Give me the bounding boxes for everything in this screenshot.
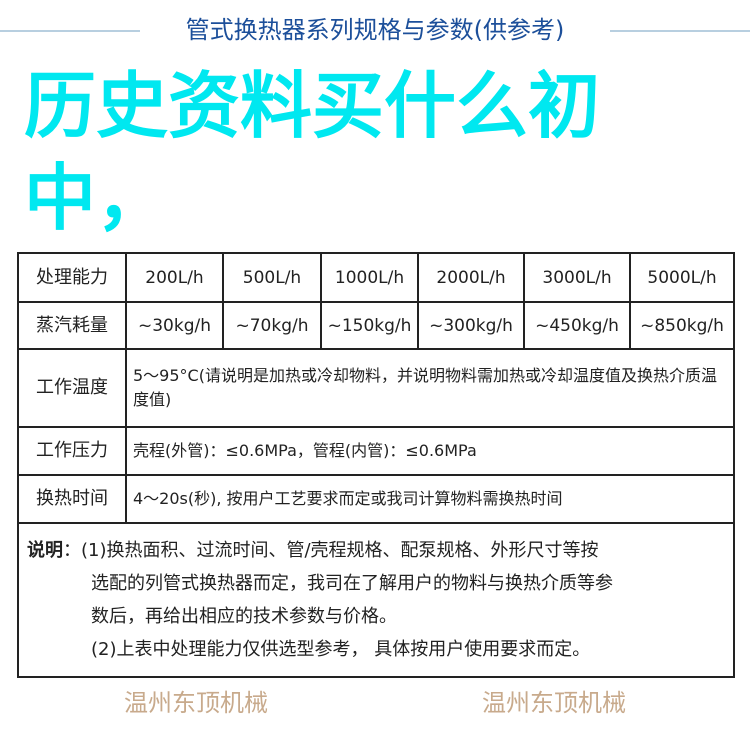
cell: 2000L/h <box>417 252 525 303</box>
table-row: 工作温度 5～95°C(请说明是加热或冷却物料，并说明物料需加热或冷却温度值及换… <box>17 348 735 428</box>
cell: ~150kg/h <box>320 301 419 350</box>
notes-line: (2)上表中处理能力仅供选型参考， 具体按用户使用要求而定。 <box>91 639 591 660</box>
row-label: 蒸汽耗量 <box>17 301 127 350</box>
notes-line: 说明：(1)换热面积、过流时间、管/壳程规格、配泵规格、外形尺寸等按 <box>27 540 599 561</box>
cell: 5～95°C(请说明是加热或冷却物料，并说明物料需加热或冷却温度值及换热介质温度… <box>125 348 735 428</box>
notes-head: 说明 <box>27 540 63 561</box>
row-label: 处理能力 <box>17 252 127 303</box>
watermark-row: 温州东顶机械 温州东顶机械 <box>17 688 733 718</box>
cell: 壳程(外管)：≤0.6MPa，管程(内管)：≤0.6MPa <box>125 426 735 476</box>
notes: 说明：(1)换热面积、过流时间、管/壳程规格、配泵规格、外形尺寸等按 选配的列管… <box>17 522 735 678</box>
table-row: 蒸汽耗量 ~30kg/h ~70kg/h ~150kg/h ~300kg/h ~… <box>17 301 735 350</box>
cell: ~450kg/h <box>523 301 631 350</box>
overlay-caption: 历史资料买什么初中， <box>24 64 601 240</box>
page-title: 管式换热器系列规格与参数(供参考) <box>185 16 565 44</box>
cell: ~70kg/h <box>222 301 322 350</box>
spec-table: 处理能力 200L/h 500L/h 1000L/h 2000L/h 3000L… <box>17 252 735 678</box>
table-row: 换热时间 4～20s(秒), 按用户工艺要求而定或我司计算物料需换热时间 <box>17 474 735 524</box>
row-label: 换热时间 <box>17 474 127 524</box>
title-bar: 管式换热器系列规格与参数(供参考) <box>0 0 750 56</box>
cell: ~300kg/h <box>417 301 525 350</box>
title-rule-left <box>0 30 140 32</box>
watermark: 温州东顶机械 <box>124 689 268 717</box>
cell: 5000L/h <box>629 252 735 303</box>
cell: 200L/h <box>125 252 224 303</box>
table-row: 处理能力 200L/h 500L/h 1000L/h 2000L/h 3000L… <box>17 252 735 303</box>
watermark: 温州东顶机械 <box>482 689 626 717</box>
table-row: 工作压力 壳程(外管)：≤0.6MPa，管程(内管)：≤0.6MPa <box>17 426 735 476</box>
notes-row: 说明：(1)换热面积、过流时间、管/壳程规格、配泵规格、外形尺寸等按 选配的列管… <box>17 522 735 678</box>
notes-text: (1)换热面积、过流时间、管/壳程规格、配泵规格、外形尺寸等按 <box>81 540 599 561</box>
notes-line: 选配的列管式换热器而定，我司在了解用户的物料与换热介质等参 <box>91 573 613 594</box>
cell: ~30kg/h <box>125 301 224 350</box>
title-rule-right <box>610 30 750 32</box>
cell: 1000L/h <box>320 252 419 303</box>
cell: 3000L/h <box>523 252 631 303</box>
cell: ~850kg/h <box>629 301 735 350</box>
row-label: 工作温度 <box>17 348 127 428</box>
row-label: 工作压力 <box>17 426 127 476</box>
cell: 4～20s(秒), 按用户工艺要求而定或我司计算物料需换热时间 <box>125 474 735 524</box>
notes-line: 数后，再给出相应的技术参数与价格。 <box>91 606 397 627</box>
cell: 500L/h <box>222 252 322 303</box>
